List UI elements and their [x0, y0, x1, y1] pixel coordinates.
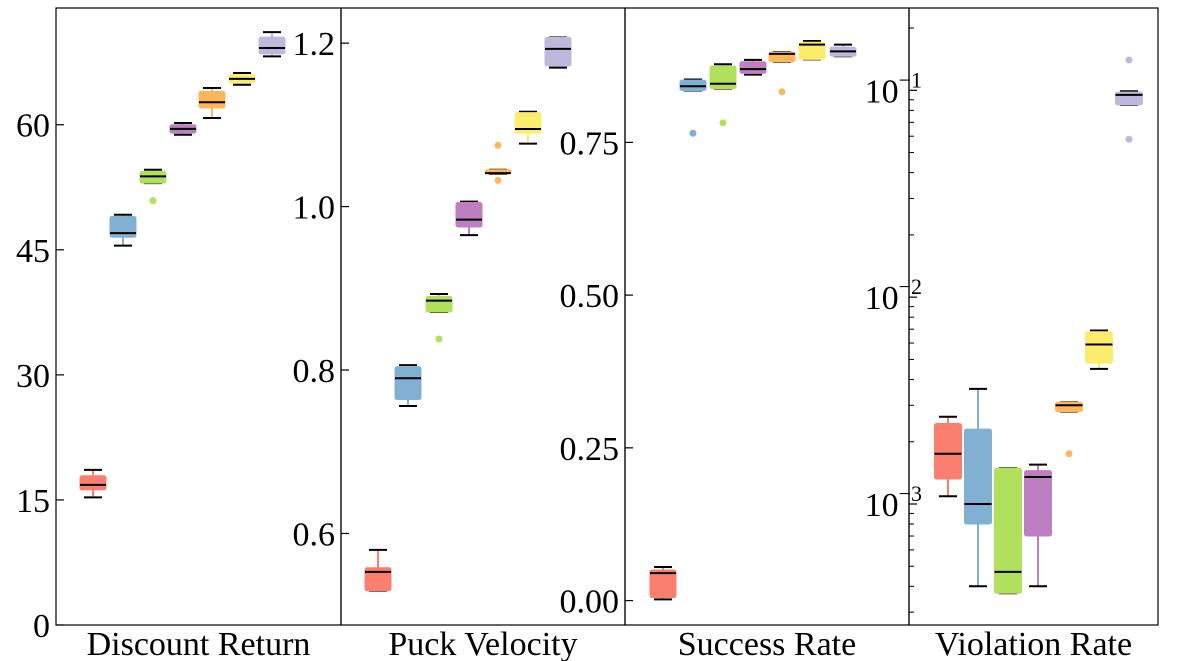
y-tick-label: 60: [16, 108, 50, 145]
box-1: [934, 415, 962, 498]
y-tick-label: 0: [33, 608, 50, 645]
box-body: [79, 475, 107, 491]
y-tick-label: 0.75: [560, 125, 620, 162]
outlier-point: [1125, 135, 1133, 143]
x-axis-label: Discount Return: [87, 626, 311, 661]
outlier-point: [435, 335, 443, 343]
box-4: [169, 122, 197, 136]
panel-frame: [340, 7, 626, 626]
box-body: [544, 36, 572, 67]
box-body: [798, 41, 826, 60]
box-4: [739, 58, 767, 76]
y-tick-label: 15: [16, 483, 50, 520]
x-axis-label: Success Rate: [678, 626, 856, 661]
outlier-point: [778, 88, 786, 96]
box-body: [258, 36, 286, 55]
box-7: [258, 31, 286, 58]
y-tick-label: 0.50: [560, 278, 620, 315]
outlier-point: [149, 197, 157, 205]
y-tick-label: 10−2: [865, 274, 922, 317]
box-4: [455, 200, 483, 237]
box-body: [198, 90, 226, 109]
y-tick-exponent: −3: [899, 481, 922, 506]
box-3: [994, 467, 1022, 595]
box-body: [994, 467, 1022, 594]
box-6: [228, 72, 256, 86]
box-body: [425, 295, 453, 313]
box-5: [198, 87, 226, 120]
y-tick-exponent: −1: [899, 67, 922, 92]
box-7: [829, 43, 857, 58]
box-body: [514, 112, 542, 134]
x-axis-label: Violation Rate: [935, 626, 1132, 661]
box-body: [1055, 401, 1083, 413]
y-tick-label: 1.0: [293, 190, 336, 227]
outlier-point: [1065, 450, 1073, 458]
box-5: [484, 141, 512, 184]
box-3: [425, 293, 453, 343]
y-tick-label: 0.00: [560, 584, 620, 621]
y-tick-label: 10−3: [865, 481, 922, 524]
box-2: [394, 364, 422, 407]
box-body: [394, 366, 422, 400]
y-tick-label: 0.6: [293, 516, 336, 553]
box-body: [455, 201, 483, 228]
box-body: [739, 61, 767, 74]
box-body: [109, 215, 137, 238]
box-body: [934, 422, 962, 480]
panel-1: 0 15 30 45 60 Discount Return: [16, 7, 342, 661]
panel-2: 0.6 0.8 1.0 1.2 Puck Velocity: [293, 7, 626, 661]
box-1: [649, 565, 677, 601]
x-axis-label: Puck Velocity: [388, 626, 577, 661]
box-4: [1024, 463, 1052, 588]
panels: 0 15 30 45 60 Discount Return 0.6 0.8 1.0 1.2 Puck…: [16, 7, 1159, 661]
box-7: [1115, 56, 1143, 143]
outlier-point: [689, 129, 697, 137]
box-2: [679, 78, 707, 137]
panel-4: 10−3 10−2 10−1 Violation Rate: [865, 7, 1159, 661]
outlier-point: [1125, 56, 1133, 64]
box-6: [514, 110, 542, 145]
box-body: [1085, 331, 1113, 364]
box-5: [768, 50, 796, 96]
box-6: [798, 39, 826, 61]
outlier-point: [494, 176, 502, 184]
box-3: [139, 168, 167, 205]
box-2: [109, 213, 137, 247]
box-body: [709, 65, 737, 90]
y-tick-label: 0.25: [560, 431, 620, 468]
y-tick-label: 10−1: [865, 67, 922, 110]
box-2: [964, 387, 992, 588]
box-1: [79, 468, 107, 499]
box-6: [1085, 329, 1113, 370]
box-1: [364, 548, 392, 592]
box-body: [1024, 470, 1052, 537]
outlier-point: [494, 141, 502, 149]
y-tick-label: 1.2: [293, 26, 336, 63]
y-tick-exponent: −2: [899, 274, 922, 299]
y-tick-label: 45: [16, 233, 50, 270]
y-tick-label: 0.8: [293, 353, 336, 390]
y-tick-label: 30: [16, 358, 50, 395]
box-body: [364, 567, 392, 592]
box-body: [649, 569, 677, 599]
box-body: [964, 428, 992, 525]
box-5: [1055, 401, 1083, 458]
outlier-point: [719, 119, 727, 127]
panel-3: 0.00 0.25 0.50 0.75 Success Rate: [560, 7, 910, 661]
box-3: [709, 63, 737, 127]
panel-frame: [908, 7, 1159, 626]
box-7: [544, 36, 572, 69]
